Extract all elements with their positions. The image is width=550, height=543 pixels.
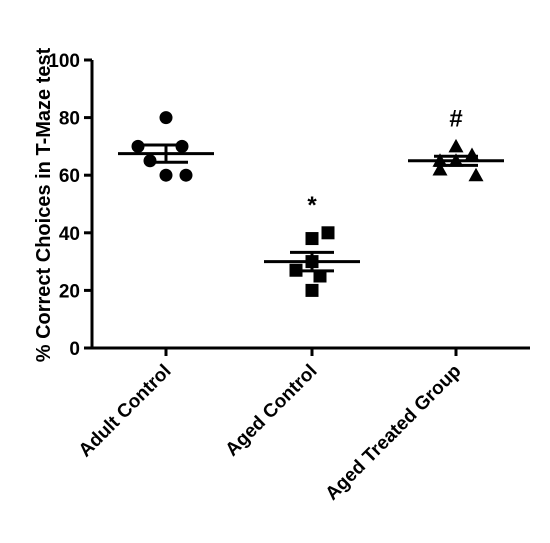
y-tick-label: 60 xyxy=(59,166,80,187)
y-tick-label: 100 xyxy=(48,51,80,72)
group-triangle: # xyxy=(408,105,504,182)
data-point xyxy=(131,139,145,153)
significance-annotation: * xyxy=(307,192,317,219)
y-axis-title: % Correct Choices in T-Maze test xyxy=(33,47,55,362)
significance-annotation: # xyxy=(449,105,462,132)
y-tick-label: 20 xyxy=(59,281,80,302)
group-square: * xyxy=(264,192,360,297)
data-point xyxy=(432,161,448,176)
x-axis: Adult Control Aged Control Aged Treated Gr… xyxy=(75,346,530,505)
y-axis: 0 20 40 60 80 100 xyxy=(48,51,94,360)
x-category-label: Aged Control xyxy=(222,361,322,461)
data-point xyxy=(305,283,319,297)
y-tick-label: 40 xyxy=(59,224,80,245)
data-point xyxy=(305,232,319,246)
data-point xyxy=(448,138,464,153)
data-point xyxy=(464,147,480,162)
y-tick-label: 80 xyxy=(59,109,80,130)
data-point xyxy=(313,269,327,283)
data-groups: *# xyxy=(118,105,504,297)
data-point xyxy=(179,168,193,182)
group-circle xyxy=(118,111,214,182)
y-ticks: 0 20 40 60 80 100 xyxy=(48,51,92,360)
y-tick-label: 0 xyxy=(69,339,80,360)
x-category-label: Aged Treated Group xyxy=(322,361,466,505)
x-category-label: Adult Control xyxy=(75,361,176,462)
data-point xyxy=(159,168,173,182)
data-point xyxy=(468,167,484,182)
x-ticks: Adult Control Aged Control Aged Treated Gr… xyxy=(75,348,466,505)
data-point xyxy=(159,111,173,125)
data-point xyxy=(321,226,335,240)
